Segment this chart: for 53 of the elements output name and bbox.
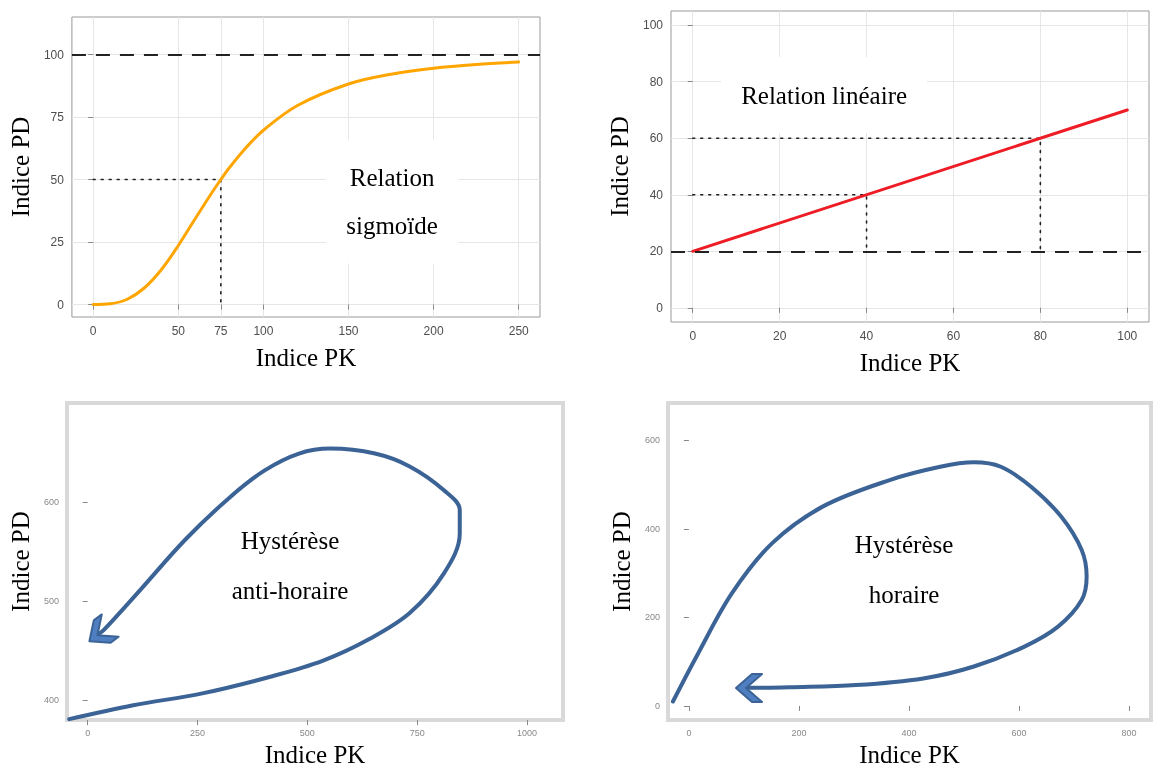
x-tick-label: 40 bbox=[859, 329, 874, 343]
x-tick-label: 400 bbox=[901, 727, 917, 738]
x-tick-label: 0 bbox=[89, 324, 97, 338]
x-tick-label: 200 bbox=[791, 727, 807, 738]
x-tick-label: 250 bbox=[508, 324, 530, 338]
y-axis-title: Indice PD bbox=[7, 511, 35, 612]
x-tick-label: 1000 bbox=[516, 727, 537, 738]
x-tick-label: 750 bbox=[409, 727, 425, 738]
y-tick-label: 600 bbox=[644, 435, 660, 446]
x-tick-label: 100 bbox=[1117, 329, 1138, 343]
y-tick-label: 200 bbox=[644, 612, 660, 623]
y-axis-title: Indice PD bbox=[608, 511, 636, 612]
x-tick-label: 500 bbox=[299, 727, 315, 738]
x-axis-title: Indice PK bbox=[264, 741, 366, 768]
y-tick-label: 25 bbox=[50, 235, 65, 249]
annotation: Relation sigmoïde bbox=[346, 163, 438, 239]
x-tick-label: 80 bbox=[1033, 329, 1048, 343]
y-axis-title: Indice PD bbox=[606, 116, 634, 217]
x-axis-title: Indice PK bbox=[859, 349, 961, 376]
y-tick-label: 75 bbox=[50, 110, 65, 124]
x-axis-title: Indice PK bbox=[859, 741, 960, 768]
y-tick-label: 40 bbox=[649, 187, 664, 202]
x-tick-label: 150 bbox=[338, 324, 359, 338]
annotation: Hystérèse horaire bbox=[854, 531, 954, 609]
y-tick-label: 500 bbox=[43, 596, 59, 607]
y-tick-label: 50 bbox=[50, 172, 65, 187]
x-axis-title: Indice PK bbox=[255, 344, 357, 371]
y-tick-label: 20 bbox=[649, 244, 664, 259]
y-tick-label: 0 bbox=[654, 700, 660, 711]
x-tick-label: 800 bbox=[1121, 727, 1137, 738]
x-tick-label: 60 bbox=[946, 329, 961, 343]
x-tick-label: 100 bbox=[253, 324, 274, 338]
x-tick-label: 200 bbox=[423, 324, 444, 338]
y-tick-label: 60 bbox=[649, 131, 664, 146]
x-tick-label: 250 bbox=[189, 727, 205, 738]
y-axis-title: Indice PD bbox=[7, 116, 34, 218]
x-tick-label: 0 bbox=[689, 329, 697, 343]
y-tick-label: 100 bbox=[642, 18, 664, 33]
x-tick-label: 50 bbox=[171, 324, 186, 338]
x-tick-label: 20 bbox=[772, 329, 787, 343]
y-tick-label: 400 bbox=[43, 695, 59, 706]
y-tick-label: 0 bbox=[57, 297, 65, 312]
annotation: Relation linéaire bbox=[741, 81, 908, 109]
x-tick-label: 0 bbox=[686, 727, 692, 738]
x-tick-label: 75 bbox=[214, 324, 228, 338]
x-tick-label: 600 bbox=[1011, 727, 1027, 738]
x-tick-label: 0 bbox=[85, 727, 91, 738]
y-tick-label: 0 bbox=[656, 300, 664, 315]
y-tick-label: 80 bbox=[649, 74, 664, 89]
y-tick-label: 400 bbox=[644, 523, 660, 534]
y-tick-label: 100 bbox=[43, 47, 65, 62]
annotation: Hystérèse anti-horaire bbox=[231, 527, 349, 605]
y-tick-label: 600 bbox=[43, 497, 59, 508]
